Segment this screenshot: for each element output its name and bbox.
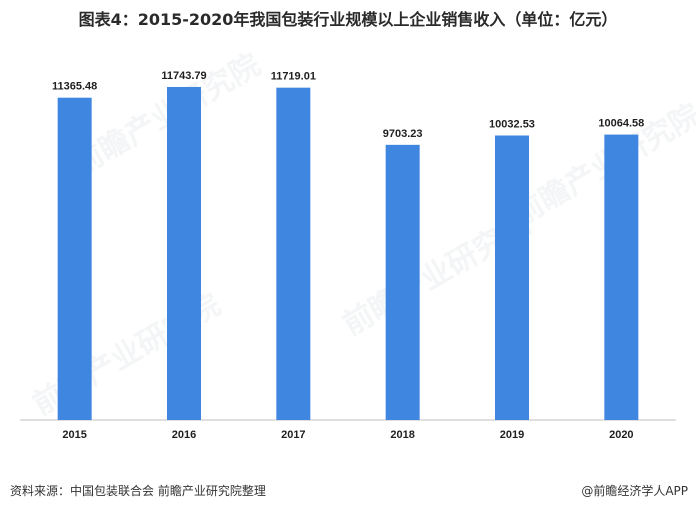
source-note: 资料来源：中国包装联合会 前瞻产业研究院整理 xyxy=(10,484,266,498)
bar-2019 xyxy=(495,135,529,420)
bar-2018 xyxy=(385,144,420,420)
x-tick-2016: 2016 xyxy=(172,429,196,441)
bars-group xyxy=(57,86,639,421)
x-tick-2020: 2020 xyxy=(609,429,633,441)
value-labels-group: 11365.48 11743.79 11719.01 9703.23 10032.53 1… xyxy=(52,70,644,140)
bar-2020 xyxy=(604,134,639,420)
bar-chart: 11365.48 11743.79 11719.01 9703.23 10032.53 1… xyxy=(20,70,676,441)
x-tick-2019: 2019 xyxy=(500,429,524,441)
value-label-2018: 9703.23 xyxy=(383,128,423,140)
x-tick-2018: 2018 xyxy=(390,429,414,441)
bar-2015 xyxy=(57,97,92,420)
x-tick-labels-group: 2015 2016 2017 2018 2019 2020 xyxy=(62,429,633,441)
x-tick-2017: 2017 xyxy=(281,429,305,441)
value-label-2015: 11365.48 xyxy=(52,81,97,93)
chart-title: 图表4：2015-2020年我国包装行业规模以上企业销售收入（单位：亿元） xyxy=(78,10,618,29)
value-label-2020: 10064.58 xyxy=(598,118,644,130)
value-label-2016: 11743.79 xyxy=(161,70,206,82)
value-label-2017: 11719.01 xyxy=(271,71,316,83)
value-label-2019: 10032.53 xyxy=(489,118,535,130)
credit-note: @前瞻经济学人APP xyxy=(581,484,688,498)
bar-2016 xyxy=(167,86,201,420)
bar-2017 xyxy=(276,87,311,421)
x-tick-2015: 2015 xyxy=(62,429,86,441)
